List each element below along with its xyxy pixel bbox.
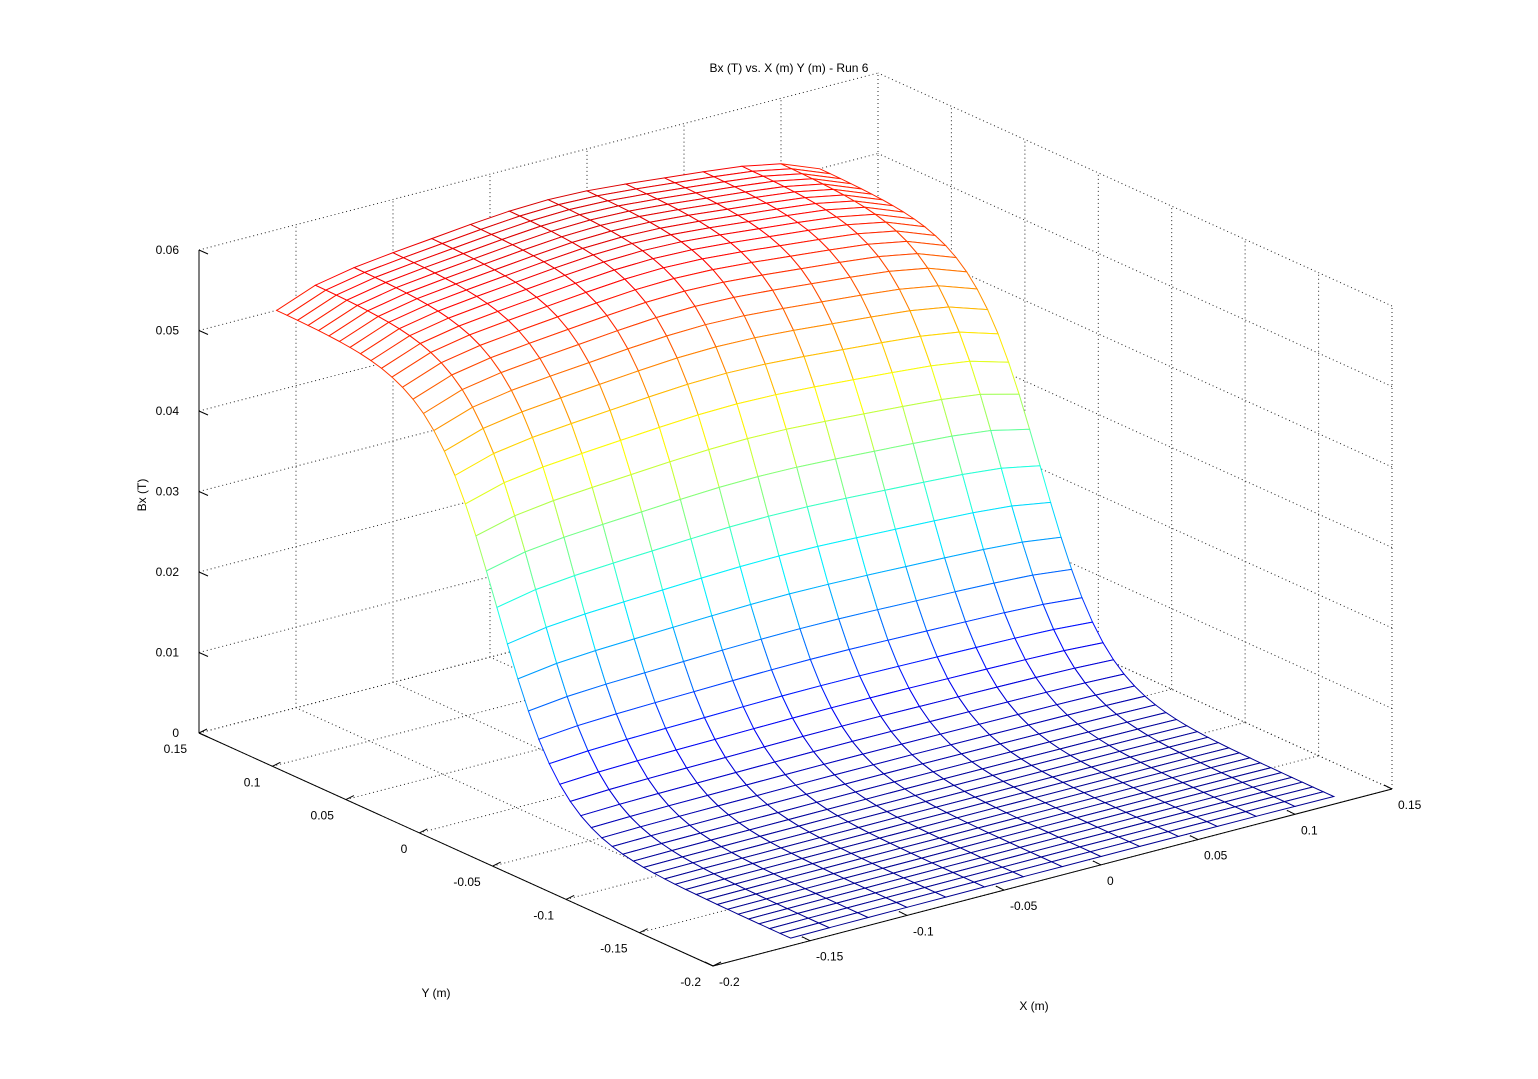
x-tick-label: 0.15 (1398, 798, 1422, 812)
chart-title: Bx (T) vs. X (m) Y (m) - Run 6 (710, 61, 869, 75)
grid-line-z (198, 72, 879, 251)
z-tick-label: 0.06 (156, 243, 180, 257)
x-tick-label: -0.15 (816, 950, 844, 964)
y-axis-line (198, 732, 714, 967)
x-tick-mark (1189, 835, 1199, 841)
y-tick-label: -0.05 (453, 875, 481, 889)
x-tick-label: -0.2 (719, 975, 740, 989)
y-tick-label: 0.05 (311, 809, 335, 823)
z-tick-label: 0.05 (156, 324, 180, 338)
y-tick-mark (492, 861, 501, 867)
y-tick-mark (565, 894, 575, 900)
y-tick-mark (198, 728, 208, 734)
x-tick-mark (1092, 860, 1102, 866)
axes-box (198, 249, 1393, 967)
x-tick-label: 0 (1107, 874, 1114, 888)
z-tick-label: 0.01 (156, 646, 180, 660)
z-tick-label: 0.02 (156, 565, 180, 579)
x-tick-mark (801, 936, 811, 942)
x-axis-label: X (m) (1019, 999, 1048, 1013)
z-tick-mark (198, 732, 209, 738)
z-tick-label: 0.03 (156, 485, 180, 499)
z-tick-mark (198, 410, 209, 416)
x-tick-mark (1286, 809, 1296, 815)
y-tick-mark (345, 795, 355, 801)
x-tick-mark (995, 885, 1005, 891)
x-tick-label: -0.1 (913, 924, 934, 938)
z-tick-label: 0.04 (156, 404, 180, 418)
x-tick-label: 0.05 (1204, 849, 1228, 863)
y-tick-label: -0.15 (600, 942, 628, 956)
y-tick-label: -0.1 (533, 908, 554, 922)
y-tick-mark (419, 828, 428, 834)
y-tick-mark (712, 961, 722, 967)
y-axis-label: Y (m) (421, 986, 450, 1000)
x-tick-label: 0.1 (1301, 823, 1318, 837)
y-tick-label: 0 (401, 842, 408, 856)
y-tick-label: 0.1 (244, 775, 261, 789)
z-tick-mark (198, 571, 209, 577)
z-tick-mark (198, 491, 209, 496)
x-tick-mark (704, 961, 714, 967)
z-tick-mark (198, 249, 209, 255)
x-tick-label: -0.05 (1010, 899, 1038, 913)
y-tick-mark (272, 761, 281, 767)
x-tick-mark (1383, 784, 1393, 790)
x-tick-mark (898, 910, 908, 916)
mesh-cell (1282, 791, 1336, 807)
y-tick-label: 0.15 (164, 742, 188, 756)
y-tick-mark (639, 928, 648, 934)
y-tick-label: -0.2 (680, 975, 701, 989)
z-axis-label: Bx (T) (135, 479, 149, 512)
z-tick-mark (198, 652, 209, 657)
x-axis-line (712, 788, 1393, 967)
tick-labels: -0.2 -0.15 -0.1 -0.05 0 0.05 0.1 0.15 -0.2 -0.15 -… (156, 243, 1422, 989)
z-tick-mark (198, 330, 209, 335)
surface-mesh (275, 163, 1336, 939)
z-tick-label: 0 (172, 726, 179, 740)
